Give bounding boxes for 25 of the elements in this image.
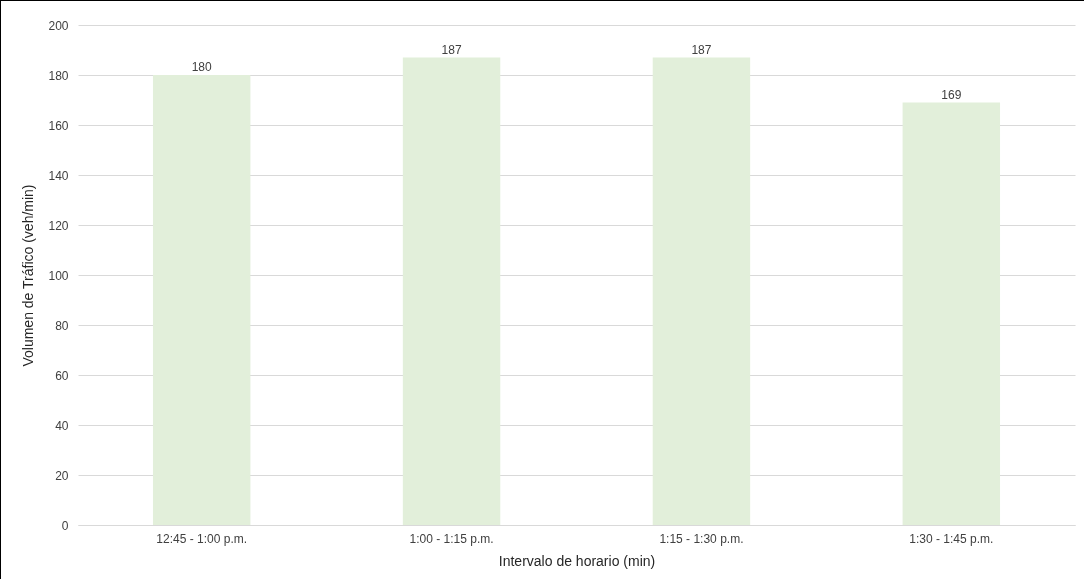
x-axis-title: Intervalo de horario (min) [498,552,656,569]
y-axis-title: Volumen de Tráfico (veh/min) [20,184,37,367]
data-label: 187 [441,42,462,57]
y-tick-label: 120 [48,218,69,233]
y-tick-label: 180 [48,68,69,83]
y-tick-label: 200 [48,18,69,33]
y-tick-label: 100 [48,268,69,283]
bar [902,102,1001,525]
y-tick-label: 40 [55,418,69,433]
y-tick-label: 160 [48,118,69,133]
y-tick-label: 140 [48,168,69,183]
y-tick-label: 0 [61,518,69,533]
bar [152,75,251,525]
y-tick-label: 80 [55,318,69,333]
x-tick-label: 1:00 - 1:15 p.m. [409,531,494,546]
x-tick-label: 1:30 - 1:45 p.m. [909,531,994,546]
x-tick-label: 12:45 - 1:00 p.m. [156,531,248,546]
y-tick-label: 60 [55,368,69,383]
bar [402,57,501,525]
bar [652,57,751,525]
data-label: 180 [191,60,213,74]
data-label: 187 [691,42,712,57]
x-tick-label: 1:15 - 1:30 p.m. [659,531,744,546]
y-tick-label: 20 [55,468,69,483]
data-label: 169 [941,87,962,102]
